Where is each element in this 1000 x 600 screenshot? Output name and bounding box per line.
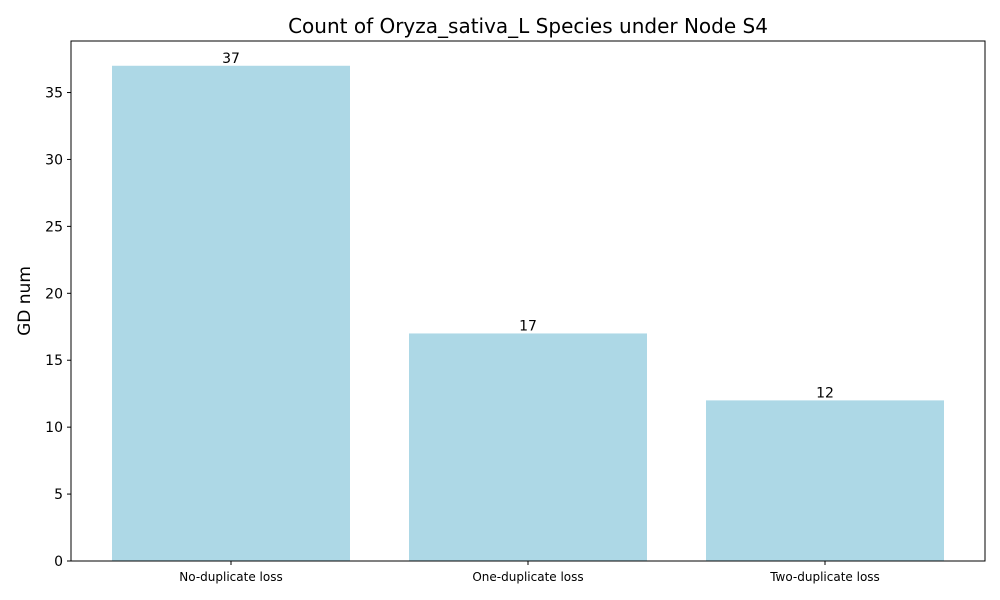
bars-group [112,65,944,561]
data-label-3: 12 [816,385,834,401]
data-labels-group: 37 17 12 [222,51,834,402]
y-tick-label-30: 30 [45,152,63,168]
data-label-2: 17 [519,318,537,334]
bar-2 [409,333,647,561]
y-tick-label-15: 15 [45,353,63,369]
bar-1 [112,65,350,561]
y-axis-ticks: 0 5 10 15 20 25 30 35 [45,86,71,570]
x-tick-label-2: One-duplicate loss [472,570,583,584]
data-label-1: 37 [222,51,240,67]
y-tick-label-5: 5 [54,487,63,503]
y-tick-label-0: 0 [54,554,63,570]
x-tick-label-1: No-duplicate loss [179,570,282,584]
x-tick-label-3: Two-duplicate loss [769,570,880,584]
y-tick-label-10: 10 [45,420,63,436]
y-tick-label-20: 20 [45,286,63,302]
y-axis-label: GD num [15,266,35,336]
x-axis-ticks: No-duplicate loss One-duplicate loss Two-d… [179,561,880,584]
y-tick-label-25: 25 [45,219,63,235]
plot-frame [70,40,986,562]
y-tick-label-35: 35 [45,86,63,102]
bar-3 [706,400,944,561]
chart-title: Count of Oryza_sativa_L Species under No… [288,14,768,38]
